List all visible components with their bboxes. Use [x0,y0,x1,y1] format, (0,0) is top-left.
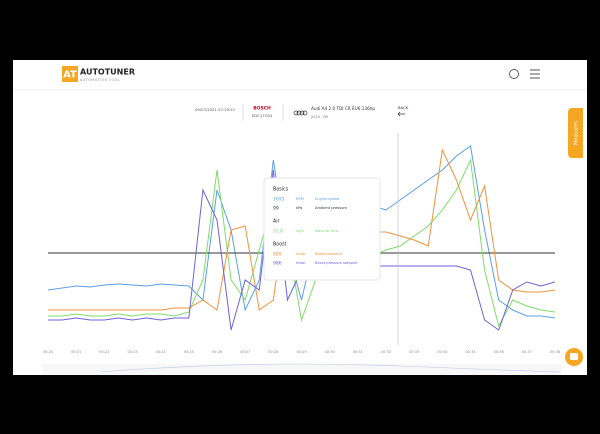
ecu-brand: BOSCH [253,106,271,112]
tooltip-box [263,177,381,281]
vehicle: Audi A4 2.0 TDI CR EU6 136hp [311,106,375,111]
logo-mark: AT [63,70,77,81]
scroll-preview [99,363,561,373]
readout: 91.8 [273,229,283,235]
ecu-model: EDC17C64 [252,113,273,118]
side-tab-label[interactable]: Measures [574,121,580,145]
x-tick-label: 00:32 [381,350,391,354]
tooltip-group: Boost [273,242,287,248]
unit: RPM [296,197,304,201]
series-line [48,158,556,328]
x-tick-label: 00:22 [99,350,109,354]
x-tick-label: 00:27 [240,350,250,354]
x-tick-label: 00:36 [494,350,504,354]
series-name: Boost pressure setpoint [315,261,358,265]
x-tick-label: 00:33 [409,350,419,354]
x-tick-label: 00:21 [71,350,81,354]
audi-rings [293,110,308,116]
x-tick-label: 00:35 [465,350,475,354]
readout: 986 [273,261,282,267]
x-tick-label: 00:38 [550,350,560,354]
unit: mbar [296,261,306,265]
x-tick-label: 00:37 [522,350,532,354]
session-date: 09/07/2021 07:29:51 [195,107,236,112]
x-tick-label: 00:31 [353,350,363,354]
readout: 1693 [273,197,285,203]
x-tick-label: 00:30 [325,350,335,354]
back-label[interactable]: BACK [398,105,409,110]
series-name: Boost pressure [315,252,343,256]
series-name: Mass air flow [315,229,338,233]
unit: kPa [296,206,302,210]
series-name: Engine speed [315,197,339,201]
tooltip-group: Air [273,219,280,225]
readout: 99 [273,206,279,212]
x-tick-label: 00:26 [212,350,222,354]
vehicle-sub: 2015 - B9 [311,115,328,119]
account-icon[interactable] [509,69,519,79]
tooltip: Basics 1693 RPM Engine speed 99 kPa Ambient pr… [263,177,381,281]
unit: kg/h [296,229,304,233]
x-tick-label: 00:28 [268,350,278,354]
logo-mark-bg [62,66,78,82]
tagline: AUTOMOTIVE TOOL [80,78,120,82]
menu-icon[interactable] [530,69,540,79]
chat-icon[interactable] [570,353,578,360]
brand: AUTOTUNER [80,68,135,77]
series-line [47,145,556,319]
back-arrow[interactable] [397,111,405,117]
x-tick-label: 00:34 [437,350,448,354]
x-tick-label: 00:23 [127,350,137,354]
plot: 00:20 00:21 00:22 00:23 00:24 00:25 00:26 00:27… [43,145,560,354]
tooltip-group: Basics [273,187,289,193]
x-tick-label: 00:29 [296,350,306,354]
x-tick-label: 00:25 [184,350,194,354]
series-name: Ambient pressure [315,206,348,210]
side-tab[interactable] [568,108,583,158]
readout: 889 [273,252,282,258]
scroll-strip[interactable] [42,364,562,375]
x-tick-label: 00:24 [156,350,167,354]
x-tick-label: 00:20 [43,350,53,354]
unit: mbar [296,252,306,256]
